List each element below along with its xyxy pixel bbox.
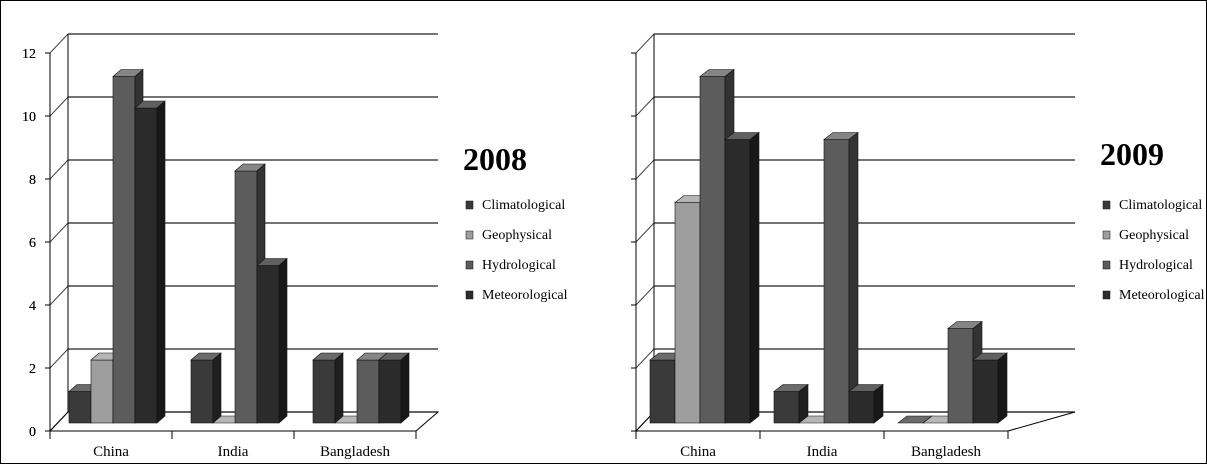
legend-swatch xyxy=(465,260,474,270)
y-tick-label: 0 xyxy=(29,425,36,440)
legend-label: Hydrological xyxy=(1119,258,1193,273)
bar-side xyxy=(400,352,410,424)
bar-side xyxy=(873,383,884,424)
bar-side xyxy=(156,100,166,424)
chart-title: 2008 xyxy=(463,141,527,177)
bar-front xyxy=(68,391,92,424)
y-tick-label: 8 xyxy=(29,173,36,188)
bar-front xyxy=(823,139,850,424)
legend-label: Geophysical xyxy=(1119,228,1189,243)
legend-swatch xyxy=(1102,230,1111,240)
y-tick-label: 2 xyxy=(29,362,36,377)
legend-swatch xyxy=(465,290,474,300)
bar-front xyxy=(312,359,336,424)
bar-side xyxy=(848,131,859,424)
x-category-label: India xyxy=(218,444,249,460)
y-tick-label: 6 xyxy=(29,236,36,251)
legend-swatch xyxy=(1102,260,1111,270)
legend-swatch xyxy=(1102,200,1111,210)
bar-front xyxy=(724,139,751,424)
legend-label: Hydrological xyxy=(482,258,556,273)
chart-title: 2009 xyxy=(1100,136,1164,172)
bar-side xyxy=(334,352,344,424)
bar-front xyxy=(112,76,136,424)
wall-diagonal xyxy=(49,285,69,306)
x-category-label: China xyxy=(680,444,716,460)
legend-label: Meteorological xyxy=(1119,288,1205,303)
y-tick-label: 2 xyxy=(29,362,36,377)
y-tick-label: 10 xyxy=(22,110,36,125)
x-category-label: Bangladesh xyxy=(320,444,390,460)
bar-front xyxy=(848,391,875,424)
bar-front xyxy=(947,328,974,424)
bar-front xyxy=(234,170,258,424)
y-tick-label: 12 xyxy=(22,47,36,62)
wall-diagonal xyxy=(635,285,655,306)
wall-diagonal xyxy=(49,348,69,369)
legend-label: Meteorological xyxy=(482,288,568,303)
wall-diagonal xyxy=(635,222,655,243)
bar-side xyxy=(212,352,222,424)
bar-front xyxy=(134,107,158,424)
y-tick-label: 0 xyxy=(29,425,36,440)
bar-meteorological-china xyxy=(724,131,760,424)
wall-diagonal xyxy=(49,222,69,243)
legend-swatch xyxy=(465,230,474,240)
bar-front xyxy=(699,76,726,424)
wall-diagonal xyxy=(49,33,69,54)
bar-front xyxy=(356,359,380,424)
bar-climatological-india xyxy=(773,383,809,424)
legend-label: Climatological xyxy=(482,198,565,213)
x-category-label: Bangladesh xyxy=(911,444,981,460)
bar-side xyxy=(278,257,288,424)
bar-side xyxy=(997,352,1008,424)
x-category-label: India xyxy=(807,444,838,460)
bar-front xyxy=(649,359,676,424)
wall-diagonal xyxy=(635,96,655,117)
chart-2008: 0 2 4 6 8 10 12 China India Bangladesh 2008 Climato… xyxy=(22,33,568,460)
bar-front xyxy=(378,359,402,424)
wall-diagonal xyxy=(49,159,69,180)
y-tick-label: 4 xyxy=(29,299,36,314)
wall-diagonal xyxy=(635,348,655,369)
bar-front xyxy=(90,359,114,424)
bar-meteorological-china xyxy=(134,100,166,424)
x-category-label: China xyxy=(93,444,129,460)
bar-climatological-bangladesh xyxy=(312,352,344,424)
bar-front xyxy=(674,202,701,424)
legend-label: Climatological xyxy=(1119,198,1202,213)
wall-diagonal xyxy=(635,159,655,180)
y-tick-label: 8 xyxy=(29,173,36,188)
y-tick-label: 4 xyxy=(29,299,36,314)
bar-climatological-india xyxy=(190,352,222,424)
bar-hydrological-india xyxy=(823,131,859,424)
y-tick-label: 12 xyxy=(22,47,36,62)
bar-front xyxy=(972,359,999,424)
wall-diagonal xyxy=(49,96,69,117)
bar-front xyxy=(256,265,280,424)
chart-2009: 0 2 4 6 8 10 12 China India Bangladesh 2009 Climato… xyxy=(22,33,1205,460)
bar-meteorological-bangladesh xyxy=(972,352,1008,424)
bar-meteorological-india xyxy=(256,257,288,424)
y-tick-label: 10 xyxy=(22,110,36,125)
bar-meteorological-india xyxy=(848,383,884,424)
wall-diagonal xyxy=(635,33,655,54)
bar-meteorological-bangladesh xyxy=(378,352,410,424)
legend-swatch xyxy=(465,200,474,210)
y-tick-label: 6 xyxy=(29,236,36,251)
legend-swatch xyxy=(1102,290,1111,300)
bar-front xyxy=(190,359,214,424)
legend-label: Geophysical xyxy=(482,228,552,243)
bar-front xyxy=(773,391,800,424)
bar-side xyxy=(749,131,760,424)
